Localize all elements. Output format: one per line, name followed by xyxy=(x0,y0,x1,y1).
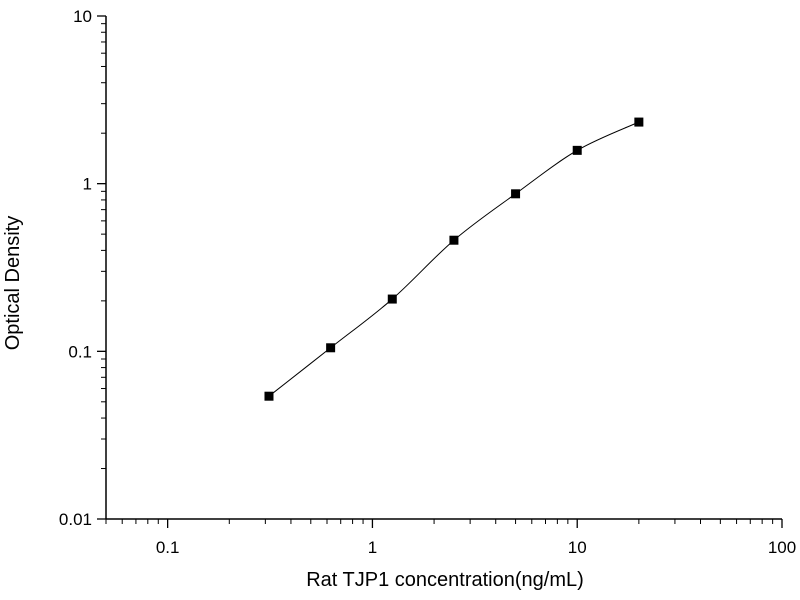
data-point xyxy=(449,235,459,245)
x-tick-label: 100 xyxy=(768,538,796,557)
fit-curve xyxy=(268,121,640,397)
y-tick-label: 0.1 xyxy=(68,342,92,361)
y-tick-label: 0.01 xyxy=(59,510,92,529)
y-axis-label: Optical Density xyxy=(2,216,24,351)
x-axis-label: Rat TJP1 concentration(ng/mL) xyxy=(306,569,584,591)
data-point xyxy=(387,294,397,304)
y-tick-label: 1 xyxy=(83,175,92,194)
data-points-layer xyxy=(264,117,644,401)
data-point xyxy=(634,117,644,127)
axes: 0.1 1 10 100 0.01 0.1 1 10 xyxy=(59,7,796,557)
data-point xyxy=(326,343,336,353)
data-point xyxy=(511,189,521,199)
fit-curve-layer xyxy=(268,121,640,397)
x-tick-label: 1 xyxy=(368,538,377,557)
x-tick-label: 10 xyxy=(568,538,587,557)
x-tick-label: 0.1 xyxy=(156,538,180,557)
y-tick-label: 10 xyxy=(73,7,92,26)
data-point xyxy=(572,145,582,155)
data-point xyxy=(264,391,274,401)
